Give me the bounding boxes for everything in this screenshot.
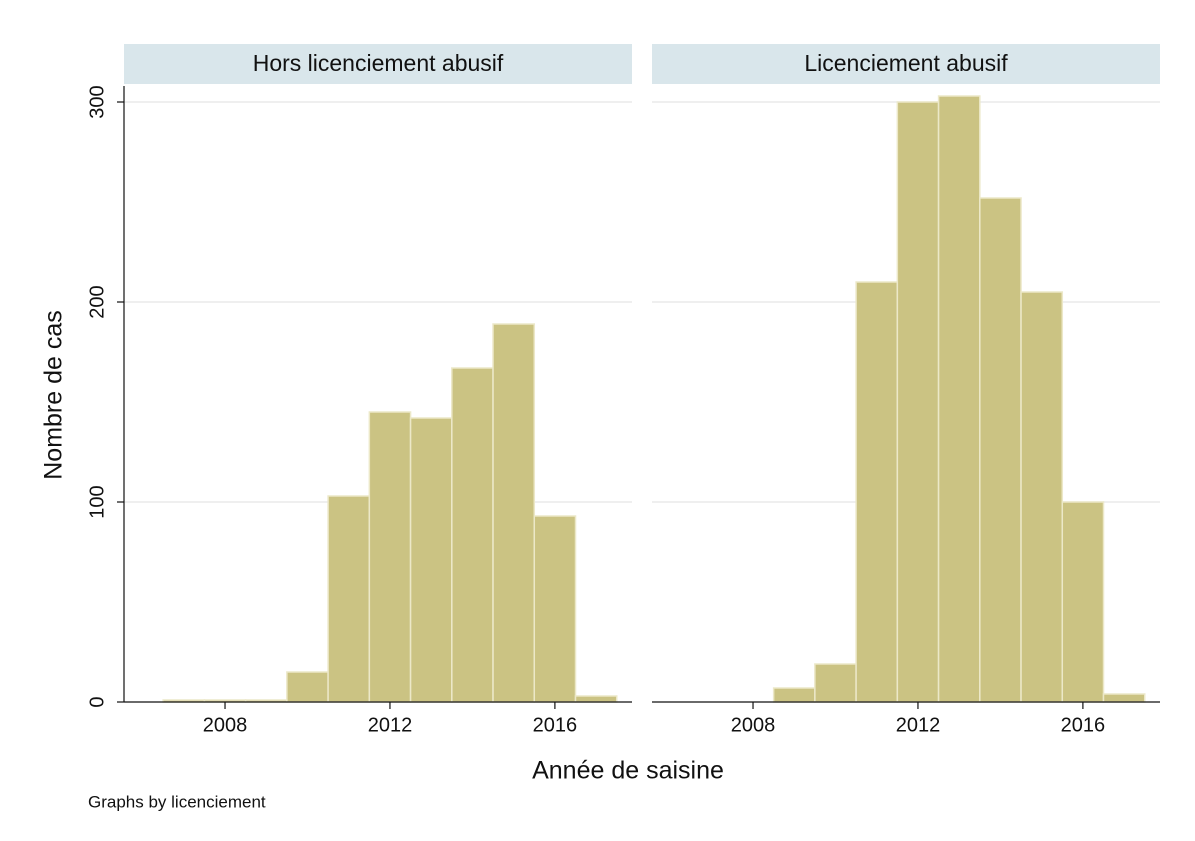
panel-header [124,44,632,84]
x-tick-label: 2008 [203,714,248,736]
bar [451,367,494,703]
bar [855,281,899,703]
bar [772,687,816,703]
bar [492,323,536,703]
bar [327,495,371,703]
bar [979,197,1022,703]
panel-title: Hors licenciement abusif [253,50,504,76]
note: Graphs by licenciement [88,792,266,811]
bar [368,411,412,703]
y-tick-label: 300 [86,85,108,118]
bar [896,101,940,703]
x-tick-label: 2012 [368,714,413,736]
x-tick-label: 2012 [896,714,941,736]
bar [1102,693,1146,703]
bar [937,95,981,703]
bar [533,515,577,703]
y-axis-label: Nombre de cas [40,310,68,480]
y-tick-label: 100 [86,485,108,518]
x-axis-label: Année de saisine [532,757,724,785]
bar [1020,291,1064,703]
x-tick-label: 2016 [533,714,578,736]
y-tick-label: 0 [86,696,108,707]
bar [814,663,857,703]
x-tick-label: 2008 [731,714,776,736]
bar [574,695,618,703]
bar [1061,501,1105,703]
panel-title: Licenciement abusif [804,50,1008,76]
bar [409,417,453,703]
bar [286,671,329,703]
y-tick-label: 200 [86,285,108,318]
panel-header [652,44,1160,84]
x-tick-label: 2016 [1061,714,1106,736]
